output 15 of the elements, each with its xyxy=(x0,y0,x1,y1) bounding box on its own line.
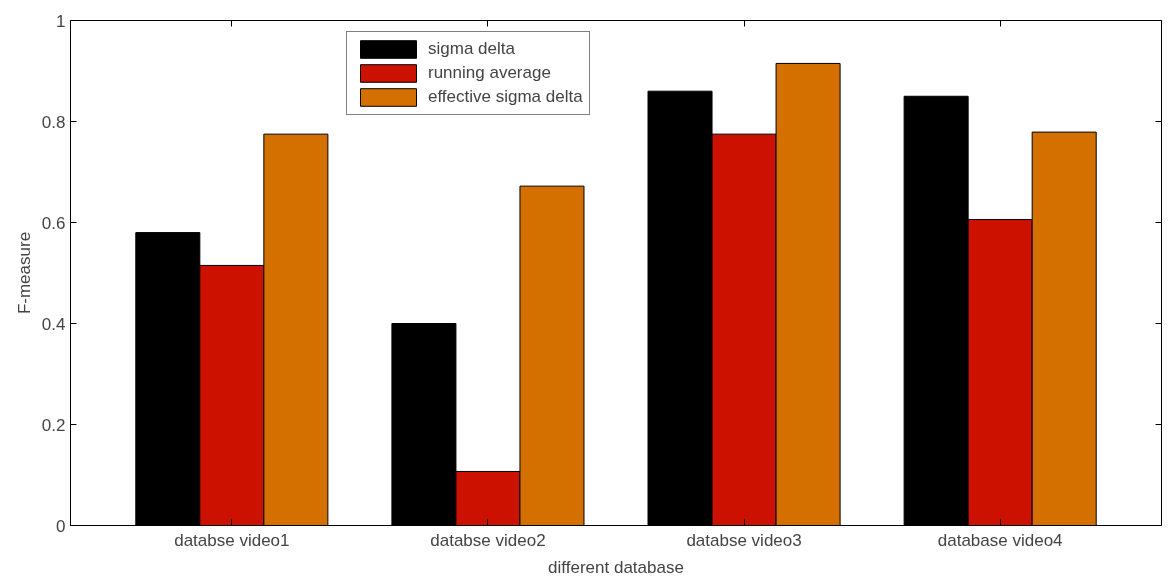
legend-label: running average xyxy=(428,63,551,83)
x-axis-title: different database xyxy=(548,557,684,577)
x-tick-label: databse video3 xyxy=(686,530,802,550)
y-tick-label: 0 xyxy=(56,516,66,536)
y-tick-label: 0.2 xyxy=(41,415,66,435)
y-tick-label: 0.8 xyxy=(41,112,66,132)
x-tick-label: databse video2 xyxy=(430,530,546,550)
legend-label: sigma delta xyxy=(428,39,515,59)
x-tick-label: databse video1 xyxy=(174,530,290,550)
y-tick-label: 0.6 xyxy=(41,213,66,233)
y-tick-label: 1 xyxy=(56,11,66,31)
x-tick-label: database video4 xyxy=(937,530,1063,550)
y-tick-label: 0.4 xyxy=(41,314,66,334)
legend-label: effective sigma delta xyxy=(428,87,583,107)
y-axis-title: F-measure xyxy=(14,231,34,315)
